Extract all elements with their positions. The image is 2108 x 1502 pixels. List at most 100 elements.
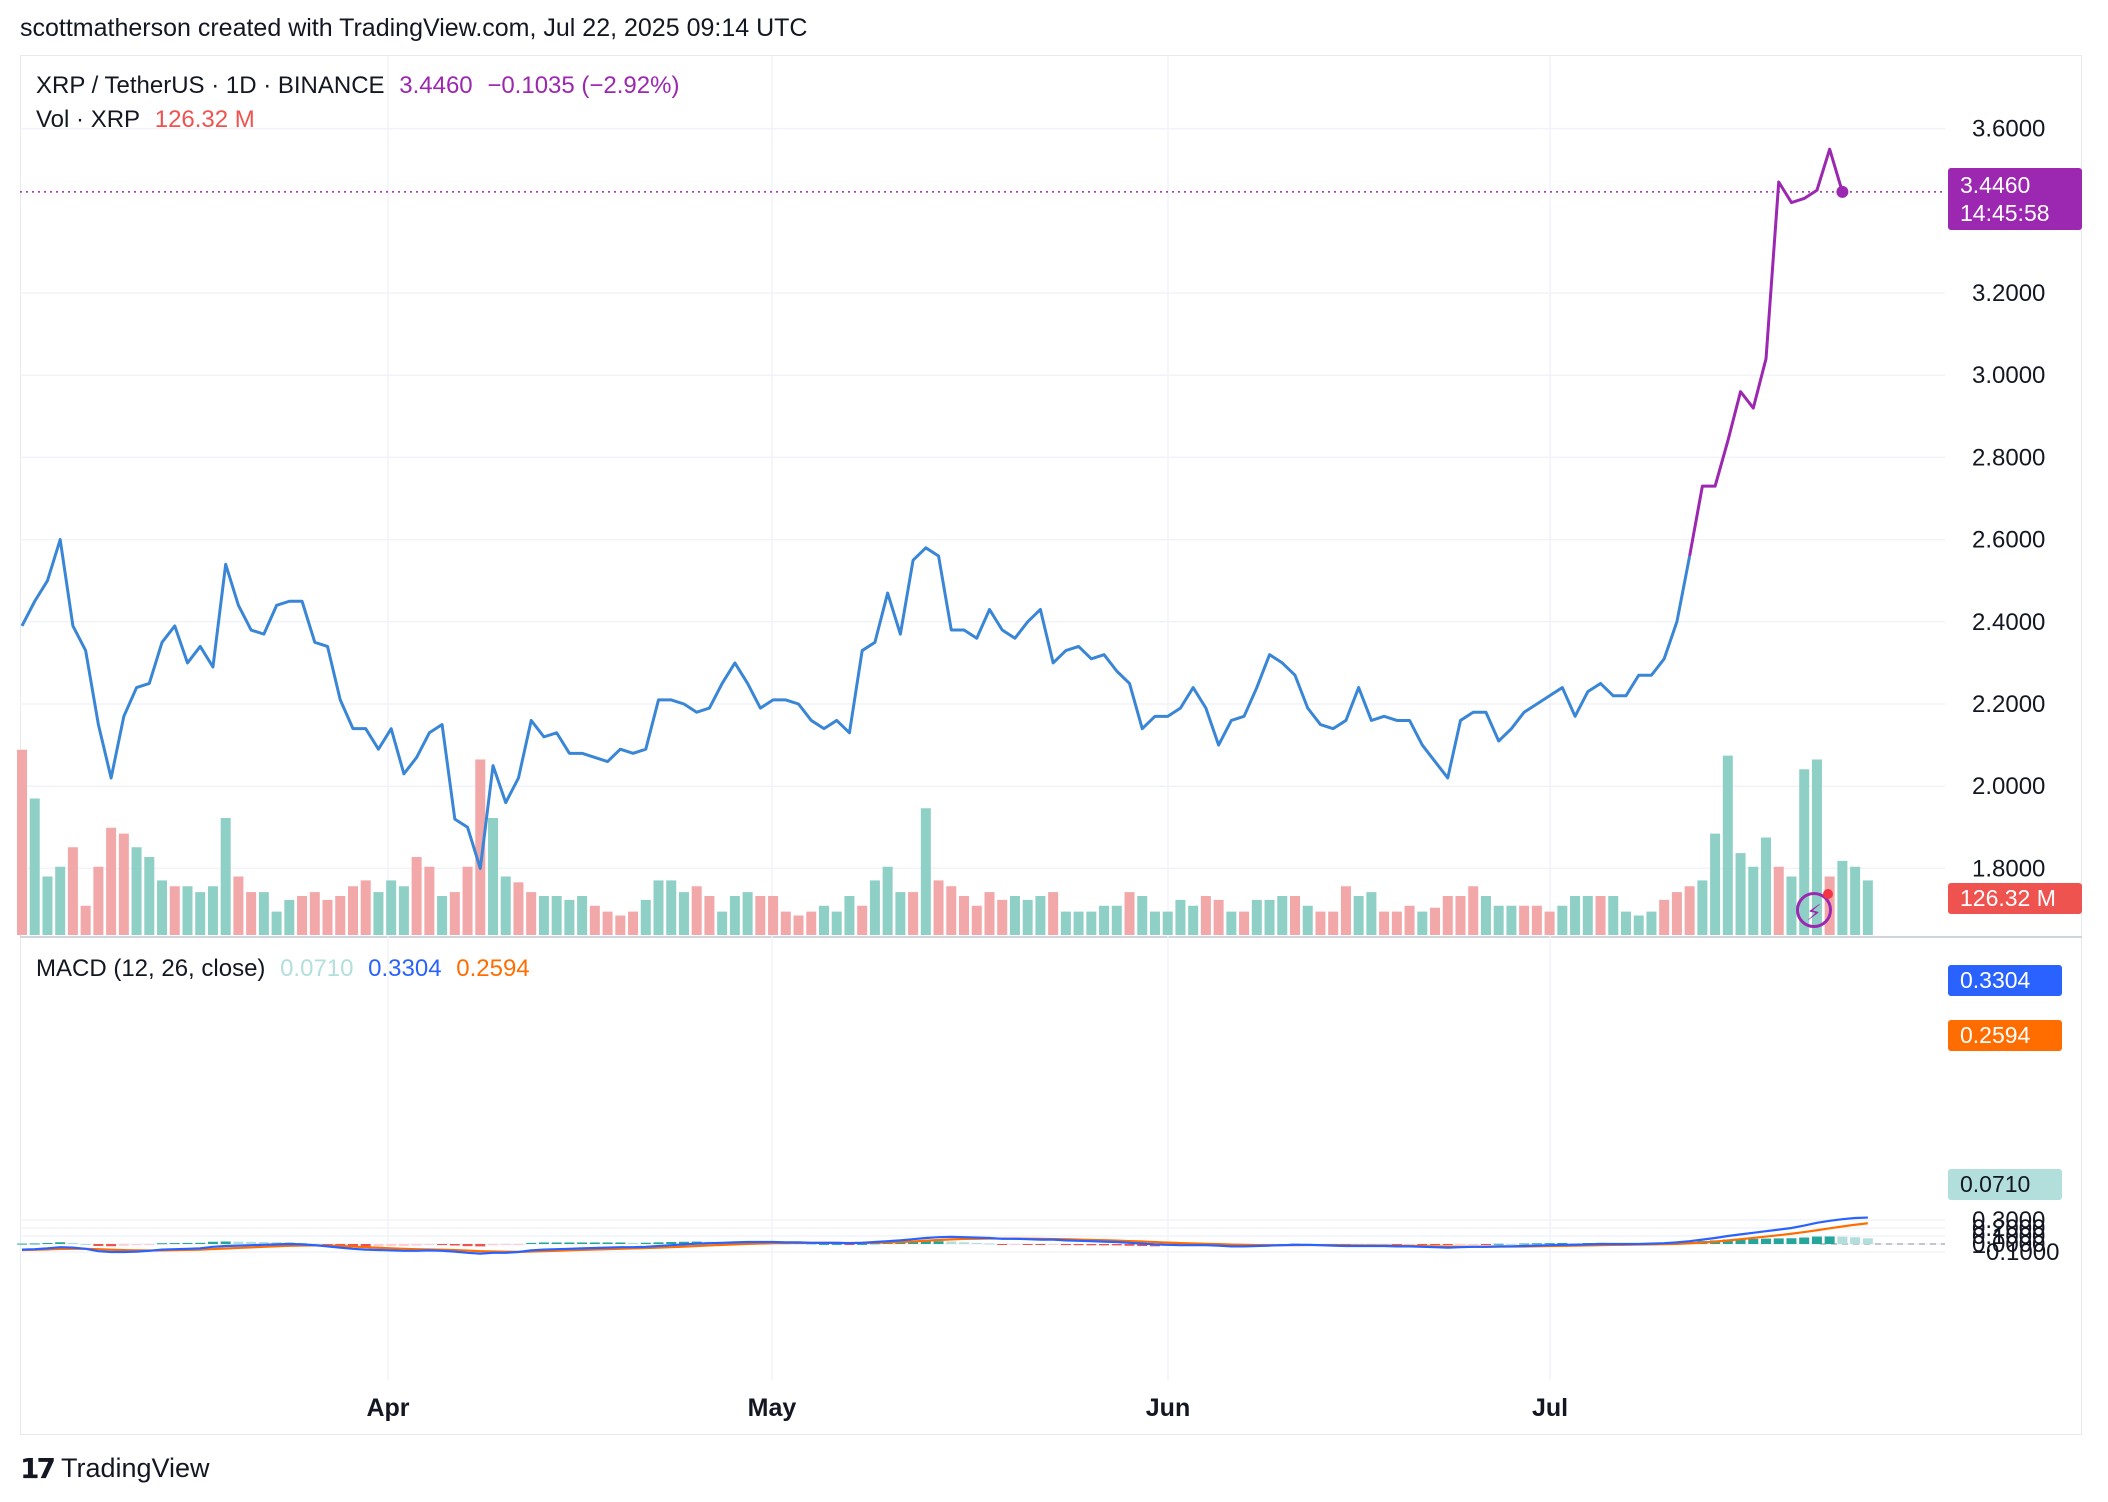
- volume-bar: [1506, 905, 1517, 935]
- volume-bar: [653, 880, 664, 935]
- volume-bar: [984, 892, 995, 935]
- volume-bar: [869, 880, 880, 935]
- price-axis-label: 2.2000: [1972, 691, 2045, 718]
- volume-bar: [755, 896, 766, 935]
- macd-histogram-bar: [997, 1244, 1008, 1245]
- brand-name: TradingView: [60, 1453, 210, 1483]
- volume-bar: [500, 876, 511, 935]
- macd-histogram-bar: [55, 1242, 66, 1244]
- volume-bar: [768, 896, 779, 935]
- price-series: [20, 147, 1945, 870]
- volume-bar: [908, 892, 919, 935]
- volume-bar: [1315, 911, 1326, 935]
- volume-bar: [729, 896, 740, 935]
- volume-bar: [857, 905, 868, 935]
- volume-bar: [1773, 866, 1784, 935]
- macd-histogram-bar: [959, 1242, 970, 1244]
- price-line: [20, 538, 1692, 870]
- macd-histogram-bar: [577, 1242, 588, 1244]
- axis-labels: 3.6000 3.2000 3.0000 2.8000 2.6000 2.4000 2.20…: [366, 116, 2059, 1422]
- macd-histogram-bar: [233, 1241, 244, 1244]
- macd-histogram-bar: [806, 1243, 817, 1245]
- volume-bar: [1149, 911, 1160, 935]
- price-axis-label: 2.0000: [1972, 773, 2045, 800]
- volume-bar: [1022, 899, 1033, 935]
- volume-bar: [577, 896, 588, 935]
- volume-bar: [1582, 896, 1593, 935]
- macd-lines: [21, 1216, 1868, 1255]
- volume-bar: [920, 808, 931, 935]
- volume-bar: [17, 749, 27, 935]
- volume-bar: [1862, 880, 1873, 935]
- volume-bar: [831, 911, 842, 935]
- volume-bar: [1468, 886, 1479, 935]
- macd-histogram-bar: [1124, 1244, 1135, 1246]
- month-label: May: [748, 1394, 797, 1422]
- volume-legend[interactable]: Vol · XRP 126.32 M: [36, 106, 263, 134]
- volume-bar: [1531, 905, 1542, 935]
- volume-bar: [131, 847, 142, 935]
- macd-histogram-bar: [500, 1244, 511, 1246]
- volume-bar: [806, 911, 817, 935]
- volume-bar: [106, 827, 117, 935]
- macd-histogram-bar: [1060, 1244, 1071, 1246]
- macd-axis-label: 0.3000: [1972, 1207, 2045, 1234]
- macd-signal-value: 0.2594: [456, 955, 530, 982]
- macd-histogram-bar: [131, 1244, 142, 1246]
- symbol-legend[interactable]: XRP / TetherUS · 1D · BINANCE 3.4460 −0.…: [36, 72, 687, 100]
- macd-histogram-bar: [1519, 1243, 1530, 1245]
- macd-legend[interactable]: MACD (12, 26, close) 0.0710 0.3304 0.259…: [36, 955, 538, 983]
- macd-histogram-bar: [106, 1244, 117, 1247]
- price-axis-label: 2.6000: [1972, 527, 2045, 554]
- macd-histogram-bar: [437, 1244, 448, 1246]
- volume-bar: [513, 882, 524, 935]
- macd-histogram-bar: [1493, 1243, 1504, 1245]
- macd-histogram-bar: [411, 1244, 422, 1246]
- volume-bar: [1060, 911, 1071, 935]
- volume-bar: [1417, 911, 1428, 935]
- macd-histogram-bar: [1391, 1244, 1402, 1245]
- volume-bar: [29, 798, 40, 935]
- volume-bar: [818, 905, 829, 935]
- volume-bar: [1290, 896, 1300, 935]
- macd-histogram-bar: [1722, 1239, 1733, 1244]
- volume-bar: [1442, 896, 1453, 935]
- volume-bar: [1340, 886, 1351, 935]
- macd-histogram-bar: [844, 1244, 855, 1245]
- macd-histogram-bar: [1773, 1238, 1784, 1244]
- macd-histogram-bar: [347, 1244, 358, 1247]
- volume-bar: [1175, 899, 1186, 935]
- volume-bar: [1430, 907, 1441, 935]
- volume-bar: [462, 866, 473, 935]
- volume-bar: [398, 886, 409, 935]
- last-price: 3.4460: [399, 72, 473, 99]
- macd-histogram-bar: [207, 1241, 218, 1244]
- macd-histogram-bar: [1048, 1244, 1059, 1245]
- macd-histogram-bar: [513, 1244, 524, 1245]
- macd-histogram-bar: [1468, 1244, 1479, 1245]
- macd-histogram-bar: [551, 1242, 562, 1244]
- volume-bar: [284, 899, 295, 935]
- footer: 17 TradingView: [20, 1452, 210, 1485]
- macd-histogram-bar: [424, 1244, 435, 1245]
- volume-bar: [1366, 892, 1377, 935]
- macd-label: MACD (12, 26, close): [36, 955, 266, 982]
- last-price-dot: [1836, 185, 1849, 198]
- volume-bar: [1722, 755, 1733, 935]
- volume-bar: [628, 911, 639, 935]
- macd-histogram-bar: [831, 1243, 842, 1245]
- price-axis-label: 3.6000: [1972, 116, 2045, 143]
- volume-bar: [1277, 896, 1288, 935]
- volume-bar: [602, 911, 613, 935]
- volume-bar: [195, 892, 206, 935]
- macd-histogram-bar: [1009, 1244, 1020, 1245]
- volume-bar: [1404, 905, 1415, 935]
- macd-histogram-bar: [1544, 1243, 1555, 1245]
- flash-icon[interactable]: ⚡: [1796, 892, 1832, 928]
- volume-value: 126.32 M: [154, 106, 255, 133]
- macd-histogram-bar: [1442, 1244, 1453, 1246]
- volume-bar: [780, 911, 791, 935]
- volume-bar: [1302, 905, 1313, 935]
- macd-histogram-bar: [1824, 1236, 1835, 1244]
